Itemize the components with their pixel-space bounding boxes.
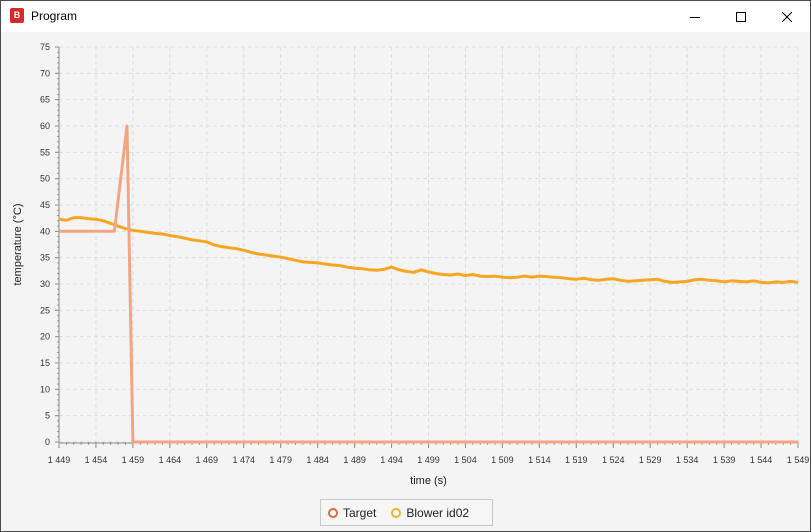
legend-item-blower[interactable]: Blower id02	[391, 506, 469, 520]
y-tick-label: 5	[45, 411, 50, 421]
x-tick-label: 1 509	[491, 455, 514, 465]
grid-lines	[58, 46, 799, 443]
y-tick-label: 35	[40, 253, 50, 263]
x-tick-label: 1 469	[196, 455, 219, 465]
y-axis-title: temperature (°C)	[12, 203, 24, 285]
x-tick-label: 1 544	[750, 455, 773, 465]
minimize-button[interactable]	[672, 1, 718, 32]
x-tick-label: 1 499	[417, 455, 440, 465]
x-tick-label: 1 539	[713, 455, 736, 465]
y-tick-label: 15	[40, 358, 50, 368]
x-tick-label: 1 489	[343, 455, 366, 465]
legend-item-target[interactable]: Target	[328, 506, 376, 520]
y-tick-label: 25	[40, 305, 50, 315]
window-title: Program	[31, 9, 78, 23]
temperature-chart: 0 5 10 15 20 25 30 35 40 45 50 55 60 65 70 75 1 449 1 454…	[12, 42, 809, 487]
x-tick-label: 1 549	[787, 455, 810, 465]
y-tick-label: 30	[40, 279, 50, 289]
close-button[interactable]	[764, 1, 810, 32]
x-tick-label: 1 504	[454, 455, 477, 465]
maximize-button[interactable]	[718, 1, 764, 32]
chart-legend: Target Blower id02	[320, 499, 493, 526]
y-tick-label: 70	[40, 68, 50, 78]
close-icon	[782, 11, 792, 22]
y-tick-label: 45	[40, 200, 50, 210]
series-lines	[58, 124, 799, 444]
y-tick-label: 40	[40, 226, 50, 236]
minimize-icon	[690, 16, 700, 18]
y-tick-label: 0	[45, 437, 50, 447]
x-axis-title: time (s)	[410, 475, 447, 487]
y-tick-label: 65	[40, 95, 50, 105]
y-tick-label: 60	[40, 121, 50, 131]
x-tick-label: 1 474	[232, 455, 255, 465]
y-tick-label: 10	[40, 384, 50, 394]
y-tick-label: 50	[40, 174, 50, 184]
x-tick-label: 1 494	[380, 455, 403, 465]
y-tick-label: 75	[40, 42, 50, 52]
series-line-target	[59, 124, 798, 444]
x-tick-label: 1 464	[159, 455, 182, 465]
x-tick-label: 1 459	[122, 455, 145, 465]
x-tick-label: 1 529	[639, 455, 662, 465]
legend-marker-icon	[328, 507, 338, 518]
series-line-blower-id02	[58, 216, 799, 285]
app-logo-icon: B	[10, 8, 24, 23]
x-tick-label: 1 454	[85, 455, 108, 465]
title-bar[interactable]: B Program	[1, 1, 810, 32]
y-tick-label: 55	[40, 147, 50, 157]
axes: 0 5 10 15 20 25 30 35 40 45 50 55 60 65 70 75 1 449 1 454…	[40, 42, 809, 465]
legend-label-blower: Blower id02	[406, 505, 470, 520]
x-tick-label: 1 479	[269, 455, 292, 465]
y-tick-label: 20	[40, 332, 50, 342]
x-tick-label: 1 524	[602, 455, 625, 465]
x-tick-label: 1 484	[306, 455, 329, 465]
x-tick-label: 1 449	[48, 455, 71, 465]
legend-marker-icon	[391, 507, 402, 518]
x-tick-label: 1 519	[565, 455, 588, 465]
chart-area: 0 5 10 15 20 25 30 35 40 45 50 55 60 65 70 75 1 449 1 454…	[1, 32, 810, 531]
maximize-icon	[736, 11, 746, 22]
x-tick-label: 1 534	[676, 455, 699, 465]
x-tick-label: 1 514	[528, 455, 551, 465]
legend-label-target: Target	[343, 505, 377, 520]
